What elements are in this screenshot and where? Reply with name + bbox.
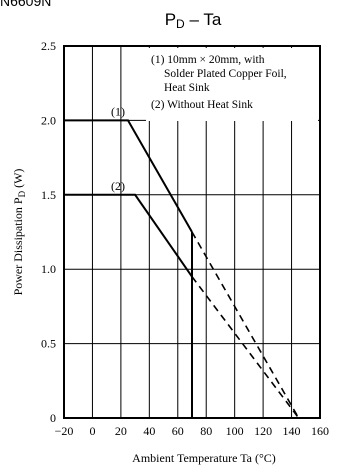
x-tick-label: 160 — [311, 424, 329, 438]
series-label: (1) — [111, 104, 125, 118]
x-tick-label: 60 — [172, 424, 184, 438]
x-tick-label: 0 — [89, 424, 95, 438]
chart-title: PD – Ta — [165, 10, 222, 31]
series-line-solid — [64, 193, 193, 278]
x-axis-label: Ambient Temperature Ta (°C) — [132, 451, 276, 465]
part-number: N6609N — [0, 0, 52, 9]
series-lines: (1) (2) — [64, 104, 300, 419]
x-tick-label: 100 — [226, 424, 244, 438]
y-tick-label: 0 — [50, 411, 56, 425]
y-tick-label: 1.0 — [41, 262, 56, 276]
x-tick-label: 80 — [200, 424, 212, 438]
legend-line: Solder Plated Copper Foil, — [164, 68, 287, 80]
y-tick-label: 2.0 — [41, 113, 56, 127]
legend-line: Heat Sink — [164, 82, 210, 94]
y-tick-label: 1.5 — [41, 188, 56, 202]
y-tick-label: 0.5 — [41, 337, 56, 351]
y-tick-label: 2.5 — [41, 39, 56, 53]
series-label: (2) — [111, 179, 125, 193]
x-tick-labels: −20 0 20 40 60 80 100 120 140 160 — [55, 424, 329, 438]
x-tick-label: −20 — [55, 424, 74, 438]
series-line-dashed — [191, 276, 300, 419]
series-line-solid — [64, 119, 193, 233]
legend: (1) 10mm × 20mm, with Solder Plated Coppe… — [146, 48, 318, 121]
x-tick-label: 140 — [283, 424, 301, 438]
legend-line: (1) 10mm × 20mm, with — [151, 54, 265, 66]
series-line-dashed — [191, 231, 300, 419]
legend-box — [146, 48, 318, 121]
x-tick-label: 120 — [254, 424, 272, 438]
legend-line: (2) Without Heat Sink — [151, 99, 253, 111]
y-axis-label: Power Dissipation PD (W) — [11, 169, 27, 296]
y-tick-labels: 0 0.5 1.0 1.5 2.0 2.5 — [41, 39, 56, 425]
x-tick-label: 40 — [143, 424, 155, 438]
x-tick-label: 20 — [115, 424, 127, 438]
